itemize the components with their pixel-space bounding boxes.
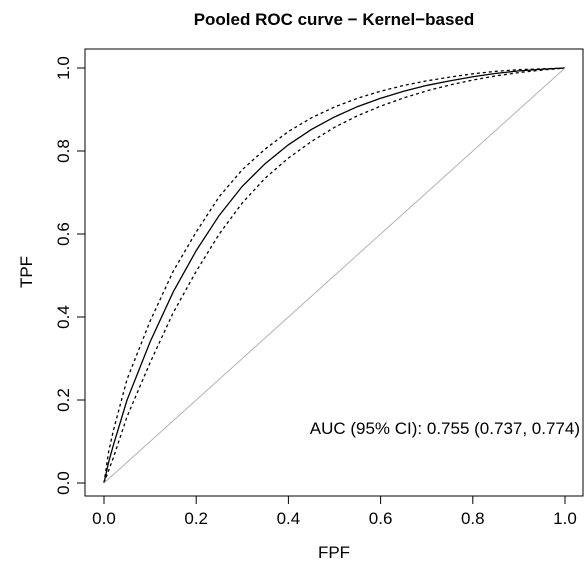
y-tick-label: 0.8: [54, 139, 73, 163]
x-axis: 0.0 0.2 0.4 0.6 0.8 1.0: [92, 495, 577, 528]
x-tick-label: 0.2: [184, 509, 208, 528]
auc-annotation: AUC (95% CI): 0.755 (0.737, 0.774): [310, 419, 580, 438]
x-tick-label: 0.4: [277, 509, 301, 528]
y-tick-label: 0.6: [54, 222, 73, 246]
series-line-3: [103, 67, 566, 484]
x-axis-label: FPF: [318, 543, 350, 562]
y-tick-label: 1.0: [54, 56, 73, 80]
chart-title: Pooled ROC curve − Kernel−based: [194, 10, 475, 29]
y-tick-label: 0.2: [54, 388, 73, 412]
y-tick-label: 0.0: [54, 471, 73, 495]
y-axis-label: TPF: [17, 256, 36, 288]
x-tick-label: 1.0: [553, 509, 577, 528]
x-tick-label: 0.6: [369, 509, 393, 528]
series-layer: [103, 67, 566, 484]
series-line-0: [103, 67, 566, 484]
y-tick-label: 0.4: [54, 305, 73, 329]
y-axis: 0.0 0.2 0.4 0.6 0.8 1.0: [54, 56, 86, 495]
ci-band-line-1: [103, 67, 566, 484]
ci-band-line-2: [103, 67, 566, 484]
x-tick-label: 0.0: [92, 509, 116, 528]
x-tick-label: 0.8: [461, 509, 485, 528]
